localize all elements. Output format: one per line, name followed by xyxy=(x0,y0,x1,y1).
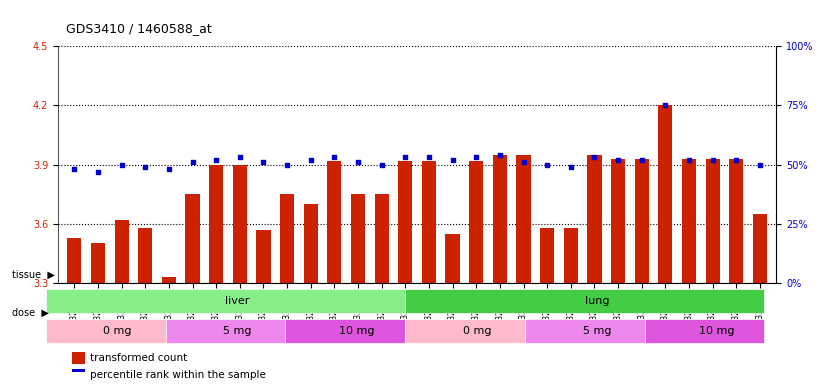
FancyBboxPatch shape xyxy=(165,319,286,343)
Bar xyxy=(91,243,105,283)
Bar xyxy=(611,159,625,283)
FancyBboxPatch shape xyxy=(286,319,405,343)
FancyBboxPatch shape xyxy=(405,289,765,313)
FancyBboxPatch shape xyxy=(525,319,644,343)
FancyBboxPatch shape xyxy=(46,319,165,343)
Text: 5 mg: 5 mg xyxy=(582,326,611,336)
Bar xyxy=(658,105,672,283)
Bar xyxy=(752,214,767,283)
Bar xyxy=(186,194,200,283)
Point xyxy=(281,161,294,167)
Text: lung: lung xyxy=(585,296,609,306)
Text: tissue  ▶: tissue ▶ xyxy=(12,270,55,280)
Text: 10 mg: 10 mg xyxy=(339,326,375,336)
FancyBboxPatch shape xyxy=(46,289,405,313)
Point xyxy=(351,159,364,165)
Point xyxy=(729,157,743,163)
Text: dose  ▶: dose ▶ xyxy=(12,308,50,318)
Bar xyxy=(469,161,483,283)
Bar xyxy=(162,277,176,283)
Bar xyxy=(587,155,601,283)
Point xyxy=(304,157,317,163)
Bar xyxy=(445,233,460,283)
Point xyxy=(210,157,223,163)
Point xyxy=(328,154,341,161)
Text: 0 mg: 0 mg xyxy=(103,326,132,336)
Point xyxy=(753,161,767,167)
Bar xyxy=(682,159,696,283)
Text: 5 mg: 5 mg xyxy=(223,326,252,336)
Point xyxy=(446,157,459,163)
Bar xyxy=(115,220,129,283)
Bar xyxy=(233,164,247,283)
Point xyxy=(588,154,601,161)
Point xyxy=(706,157,719,163)
Point xyxy=(186,159,199,165)
Bar xyxy=(304,204,318,283)
Bar xyxy=(374,194,389,283)
Bar xyxy=(256,230,271,283)
Point xyxy=(92,169,105,175)
Point xyxy=(517,159,530,165)
Bar xyxy=(351,194,365,283)
FancyBboxPatch shape xyxy=(644,319,764,343)
Text: transformed count: transformed count xyxy=(90,353,188,363)
FancyBboxPatch shape xyxy=(405,319,525,343)
Point xyxy=(493,152,506,158)
Text: 0 mg: 0 mg xyxy=(463,326,491,336)
Bar xyxy=(493,155,507,283)
Point xyxy=(139,164,152,170)
Point xyxy=(399,154,412,161)
Bar xyxy=(729,159,743,283)
Text: liver: liver xyxy=(225,296,249,306)
Bar xyxy=(540,228,554,283)
Bar xyxy=(422,161,436,283)
Text: 10 mg: 10 mg xyxy=(699,326,734,336)
Bar xyxy=(398,161,412,283)
Text: GDS3410 / 1460588_at: GDS3410 / 1460588_at xyxy=(66,22,211,35)
Bar xyxy=(138,228,152,283)
Bar xyxy=(72,369,85,381)
Point xyxy=(233,154,246,161)
Point xyxy=(540,161,553,167)
Point xyxy=(682,157,695,163)
Bar xyxy=(280,194,294,283)
Bar xyxy=(327,161,341,283)
Point xyxy=(115,161,128,167)
Point xyxy=(163,166,176,172)
Point xyxy=(257,159,270,165)
Bar xyxy=(67,238,82,283)
Bar xyxy=(563,228,578,283)
Point xyxy=(375,161,388,167)
Point xyxy=(470,154,483,161)
Point xyxy=(635,157,648,163)
Point xyxy=(658,102,672,108)
Bar xyxy=(516,155,530,283)
Bar xyxy=(72,353,85,364)
Point xyxy=(611,157,624,163)
Point xyxy=(68,166,81,172)
Bar xyxy=(634,159,648,283)
Bar xyxy=(705,159,719,283)
Bar xyxy=(209,164,223,283)
Text: percentile rank within the sample: percentile rank within the sample xyxy=(90,370,266,380)
Point xyxy=(422,154,435,161)
Point xyxy=(564,164,577,170)
